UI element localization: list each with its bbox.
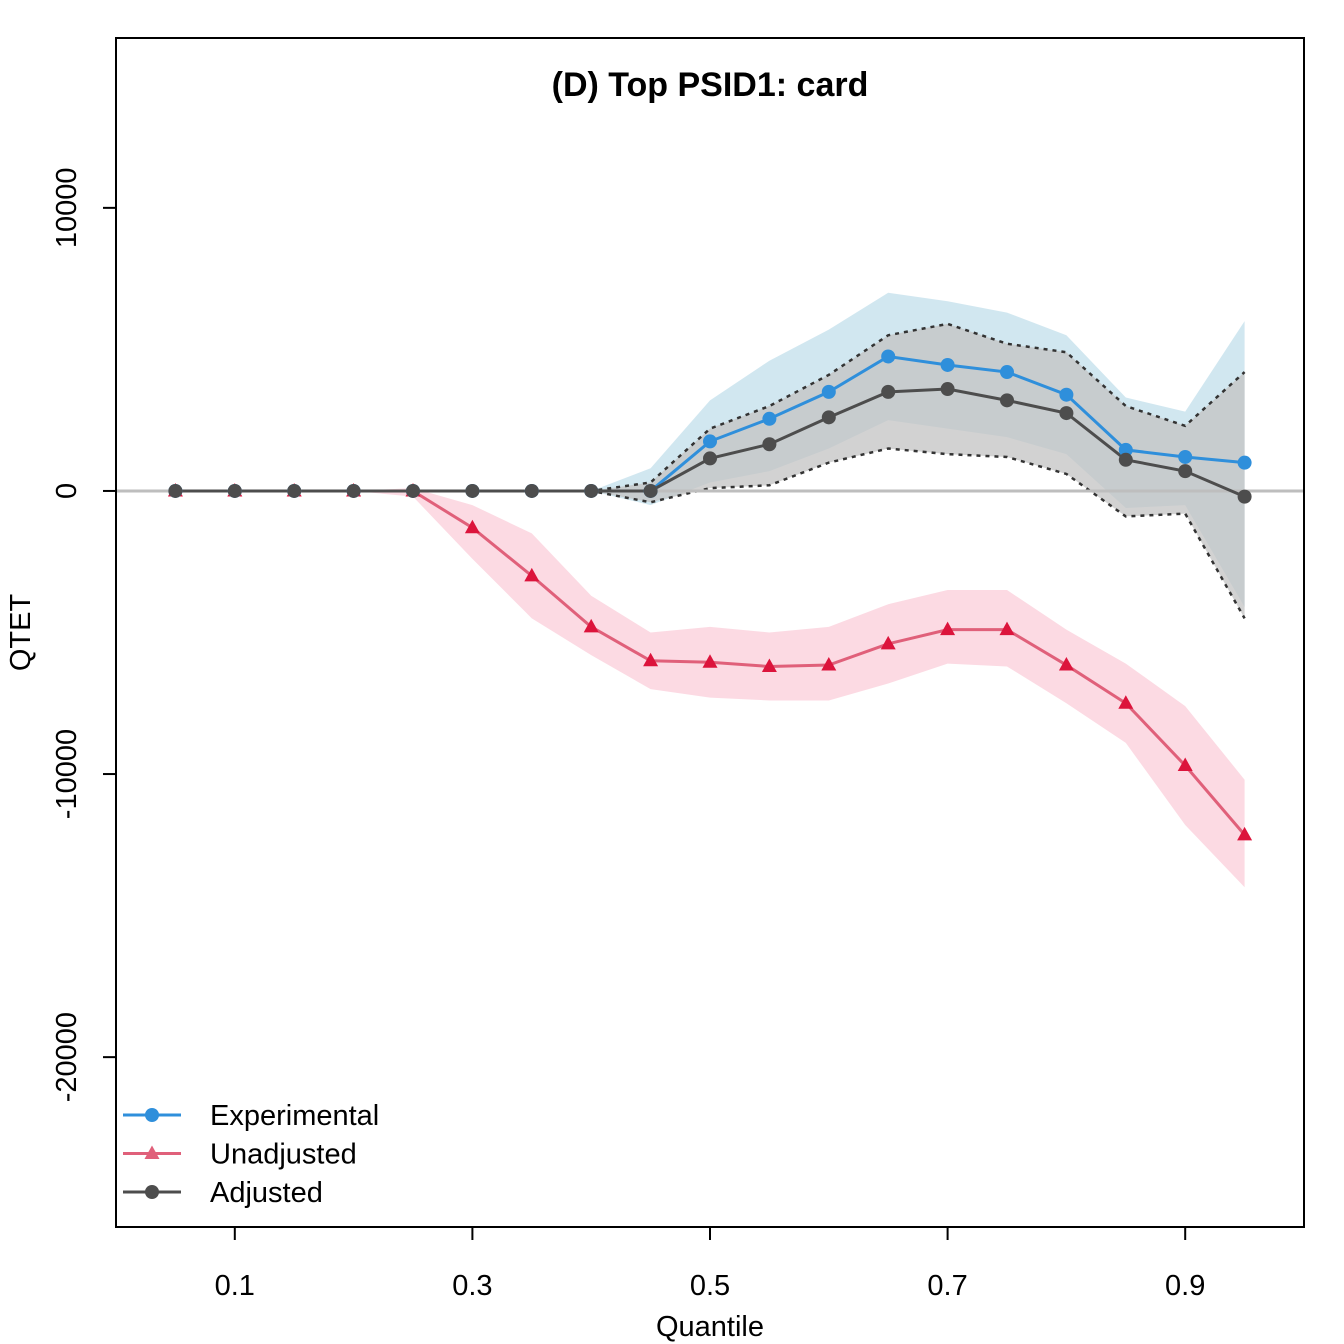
marker-adjusted — [168, 483, 183, 498]
marker-unadjusted — [464, 519, 480, 534]
marker-experimental — [1000, 365, 1014, 380]
marker-unadjusted — [999, 621, 1015, 636]
x-axis-label: Quantile — [656, 1311, 764, 1343]
band-adjusted — [175, 323, 1245, 619]
legend: Experimental Unadjusted Adjusted — [123, 1100, 379, 1209]
marker-adjusted — [346, 483, 361, 498]
marker-adjusted — [406, 483, 420, 498]
marker-adjusted — [1237, 489, 1252, 504]
marker-adjusted — [940, 382, 955, 397]
y-tick-label: 10000 — [51, 168, 83, 249]
series-markers — [167, 349, 1253, 841]
marker-adjusted — [703, 451, 717, 466]
legend-label-adjusted: Adjusted — [210, 1177, 323, 1209]
marker-unadjusted — [940, 621, 956, 636]
marker-unadjusted — [583, 618, 599, 633]
marker-experimental — [1118, 442, 1133, 457]
y-tick-label: -20000 — [51, 1012, 83, 1102]
y-axis-label: QTET — [5, 594, 37, 672]
confidence-bands — [175, 292, 1245, 888]
marker-adjusted — [1000, 393, 1014, 408]
band-unadjusted — [175, 488, 1245, 888]
x-tick-label: 0.5 — [690, 1270, 730, 1302]
marker-unadjusted — [1118, 695, 1134, 709]
adjusted-band-outline — [175, 322, 1246, 619]
marker-experimental — [762, 411, 777, 426]
marker-adjusted — [821, 410, 836, 425]
marker-adjusted — [287, 483, 302, 498]
x-tick-label: 0.3 — [452, 1270, 492, 1302]
marker-adjusted — [227, 483, 242, 498]
adjusted-lower-bound — [175, 447, 1246, 619]
marker-unadjusted — [761, 658, 777, 672]
x-tick-label: 0.9 — [1165, 1270, 1205, 1302]
marker-adjusted — [1118, 452, 1133, 467]
marker-experimental — [1178, 449, 1193, 464]
marker-adjusted — [465, 483, 480, 498]
chart-title: (D) Top PSID1: card — [552, 66, 869, 104]
marker-experimental — [881, 349, 896, 364]
marker-adjusted — [643, 483, 658, 498]
y-tick-label: 0 — [51, 483, 83, 499]
legend-marker-unadjusted — [144, 1145, 160, 1159]
marker-unadjusted — [702, 654, 718, 668]
marker-experimental — [703, 434, 717, 449]
marker-unadjusted — [643, 652, 659, 667]
marker-unadjusted — [1237, 826, 1253, 841]
marker-adjusted — [762, 437, 777, 452]
marker-unadjusted — [821, 657, 837, 671]
x-tick-label: 0.7 — [927, 1270, 967, 1302]
marker-experimental — [940, 357, 955, 372]
x-axis: 0.1 0.3 0.5 0.7 0.9 — [215, 1227, 1205, 1302]
marker-experimental — [1237, 455, 1252, 470]
marker-adjusted — [881, 384, 896, 399]
y-tick-label: -10000 — [51, 729, 83, 819]
marker-adjusted — [1178, 464, 1193, 479]
marker-adjusted — [524, 483, 539, 498]
marker-experimental — [1059, 387, 1074, 402]
legend-label-experimental: Experimental — [210, 1100, 379, 1132]
x-tick-label: 0.1 — [215, 1270, 255, 1302]
marker-experimental — [821, 384, 836, 399]
marker-adjusted — [1059, 406, 1074, 421]
legend-marker-experimental — [145, 1108, 159, 1122]
marker-unadjusted — [1177, 757, 1193, 772]
marker-adjusted — [584, 483, 599, 498]
legend-label-unadjusted: Unadjusted — [210, 1139, 357, 1171]
legend-marker-adjusted — [145, 1185, 159, 1199]
y-axis: 10000 0 -10000 -20000 — [51, 168, 116, 1102]
marker-unadjusted — [524, 567, 540, 582]
marker-unadjusted — [880, 635, 896, 650]
marker-unadjusted — [1058, 657, 1074, 671]
